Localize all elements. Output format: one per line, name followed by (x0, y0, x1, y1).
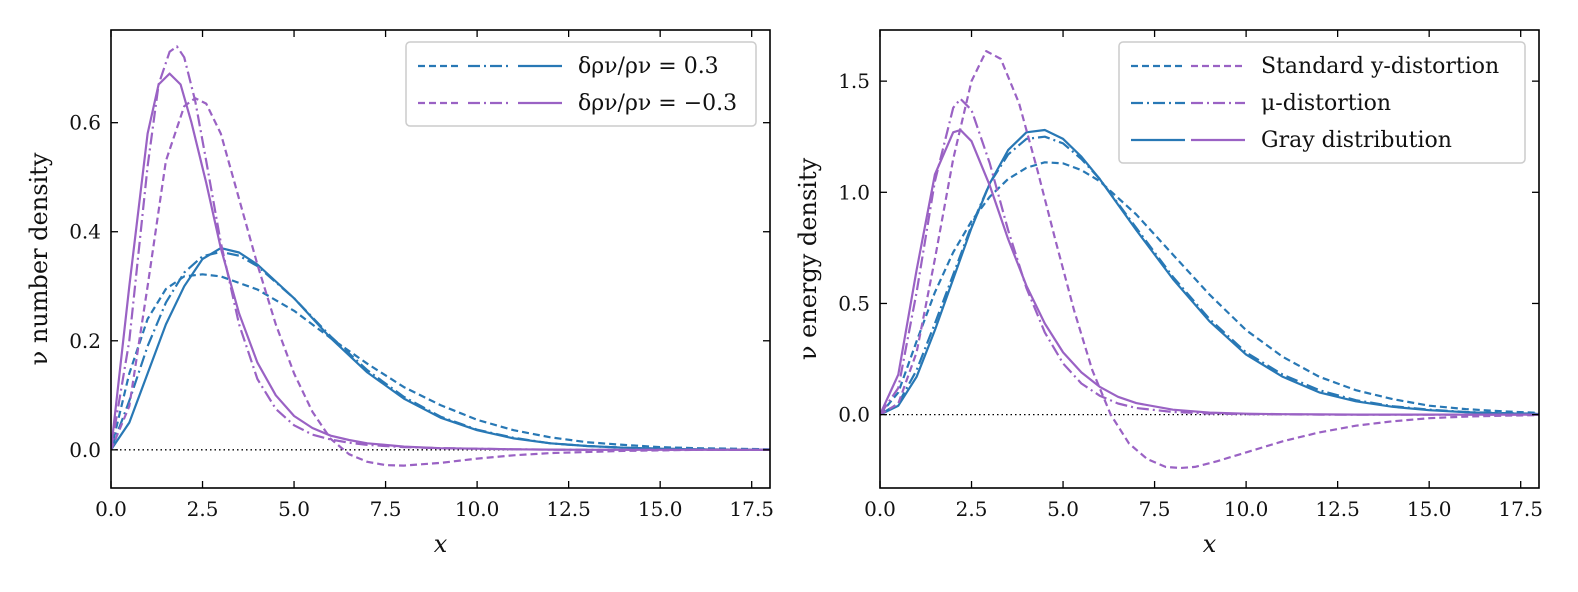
x-tick-label: 10.0 (1224, 497, 1269, 521)
x-tick-label: 7.5 (370, 497, 402, 521)
legend-label: Standard y-distortion (1261, 54, 1499, 79)
x-tick-label: 17.5 (729, 497, 774, 521)
y-tick-label: 0.0 (838, 403, 870, 427)
legend-label: Gray distribution (1261, 128, 1452, 153)
x-tick-label: 10.0 (455, 497, 500, 521)
y-tick-label: 1.0 (838, 180, 870, 204)
y-tick-label: 0.0 (69, 438, 101, 462)
x-tick-label: 5.0 (1047, 497, 1079, 521)
y-axis-label: ν number density (25, 152, 53, 365)
series-line-purple-solid (111, 72, 770, 451)
axes-frame (879, 29, 1540, 489)
x-tick-label: 15.0 (1407, 497, 1452, 521)
legend-box (1118, 41, 1526, 164)
x-tick-label: 2.5 (956, 497, 988, 521)
x-tick-label: 2.5 (187, 497, 219, 521)
x-axis-label: x (1203, 530, 1217, 558)
legend-box (405, 41, 757, 127)
x-tick-label: 17.5 (1498, 497, 1543, 521)
series-group (880, 49, 1539, 470)
x-tick-label: 7.5 (1139, 497, 1171, 521)
series-line-blue-solid (111, 247, 770, 451)
series-group (111, 45, 770, 467)
x-tick-label: 15.0 (638, 497, 683, 521)
y-tick-label: 0.6 (69, 111, 101, 135)
x-tick-label: 12.5 (1315, 497, 1360, 521)
y-tick-label: 0.5 (838, 291, 870, 315)
legend-label: δρν/ρν = −0.3 (578, 91, 737, 116)
series-line-blue-solid (880, 128, 1539, 416)
x-tick-label: 12.5 (546, 497, 591, 521)
series-line-blue-dashdot (880, 135, 1539, 416)
legend: δρν/ρν = 0.3 δρν/ρν = −0.3 (405, 41, 757, 127)
x-axis-label: x (434, 530, 448, 558)
y-tick-label: 0.2 (69, 329, 101, 353)
left-panel-number-density: 0.0 2.5 5.0 7.5 10.0 12.5 15.0 17.5 0.0 0.2 0.4 0.6… (25, 29, 774, 558)
legend: Standard y-distortion μ-distortion Gray di… (1118, 41, 1526, 164)
legend-label: δρν/ρν = 0.3 (578, 54, 719, 79)
series-line-blue-dashed (111, 273, 770, 451)
legend-label: μ-distortion (1261, 91, 1391, 116)
series-line-purple-solid (880, 128, 1539, 416)
x-tick-label: 0.0 (864, 497, 896, 521)
y-tick-label: 1.5 (838, 69, 870, 93)
series-line-purple-dashed (880, 49, 1539, 470)
series-line-purple-dashed (111, 97, 770, 467)
right-panel-energy-density: 0.0 2.5 5.0 7.5 10.0 12.5 15.0 17.5 0.0 0.5 1.0 1.5… (794, 29, 1543, 558)
x-tick-label: 0.0 (95, 497, 127, 521)
y-axis-label: ν energy density (794, 157, 822, 360)
series-line-blue-dashed (880, 161, 1539, 416)
y-tick-label: 0.4 (69, 220, 101, 244)
axes-frame (110, 29, 771, 489)
series-line-blue-dashdot (111, 250, 770, 451)
x-tick-label: 5.0 (278, 497, 310, 521)
